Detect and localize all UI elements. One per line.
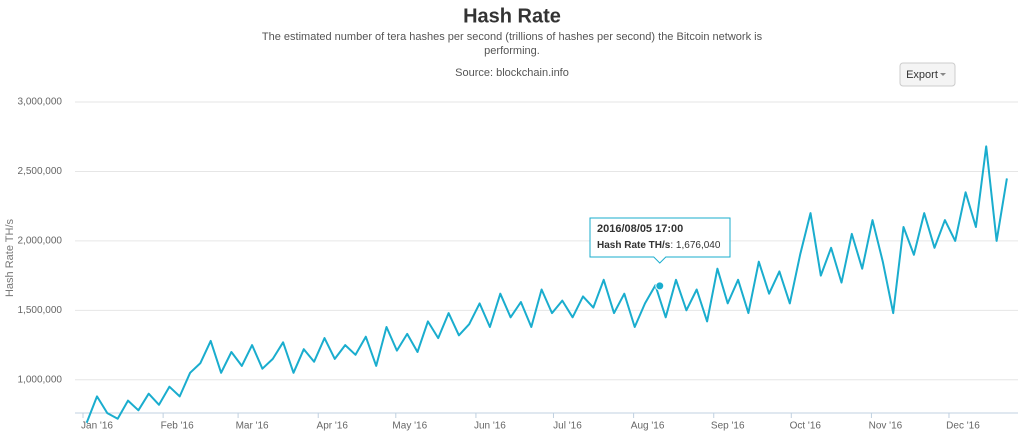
tooltip-series: Hash Rate TH/s [597, 240, 671, 251]
dropdown-arrow [940, 73, 946, 76]
x-tick-label: May '16 [392, 421, 427, 432]
y-axis-title: Hash Rate TH/s [4, 218, 16, 297]
x-tick-label: Jul '16 [553, 421, 582, 432]
tooltip-date: 2016/08/05 17:00 [597, 223, 683, 235]
export-label[interactable]: Export [906, 69, 938, 81]
chart-title: Hash Rate [463, 5, 561, 27]
x-tick-label: Aug '16 [631, 421, 665, 432]
x-tick-label: Dec '16 [946, 421, 980, 432]
y-tick-label: 1,000,000 [18, 374, 63, 385]
tooltip-marker [655, 281, 665, 291]
subtitle: The estimated number of tera hashes per … [262, 31, 763, 43]
export-button[interactable]: Export [899, 62, 956, 87]
y-tick-label: 3,000,000 [18, 97, 63, 108]
y-tick-label: 2,500,000 [18, 166, 63, 177]
line [85, 145, 1008, 424]
tooltip: 2016/08/05 17:00 Hash Rate TH/s: 1,676,04… [589, 217, 731, 264]
x-tick-label: Sep '16 [711, 421, 745, 432]
y-tick-label: 2,000,000 [18, 236, 63, 247]
x-tick-label: Feb '16 [161, 421, 194, 432]
x-tick-label: Jun '16 [474, 421, 506, 432]
tooltip-separator: : [670, 240, 676, 251]
source: Source: blockchain.info [455, 67, 569, 79]
subtitle: performing. [484, 45, 540, 57]
x-tick-label: Apr '16 [317, 421, 349, 432]
x-tick-label: Nov '16 [869, 421, 903, 432]
y-tick-label: 1,500,000 [18, 305, 63, 316]
x-tick-label: Jan '16 [81, 421, 113, 432]
tooltip-box [589, 217, 731, 264]
x-tick-label: Oct '16 [790, 421, 822, 432]
tooltip-value: 1,676,040 [676, 240, 721, 251]
x-tick-label: Mar '16 [236, 421, 269, 432]
export-button-box[interactable] [899, 62, 956, 87]
tooltip-line: Hash Rate TH/s: 1,676,040 [597, 240, 721, 251]
